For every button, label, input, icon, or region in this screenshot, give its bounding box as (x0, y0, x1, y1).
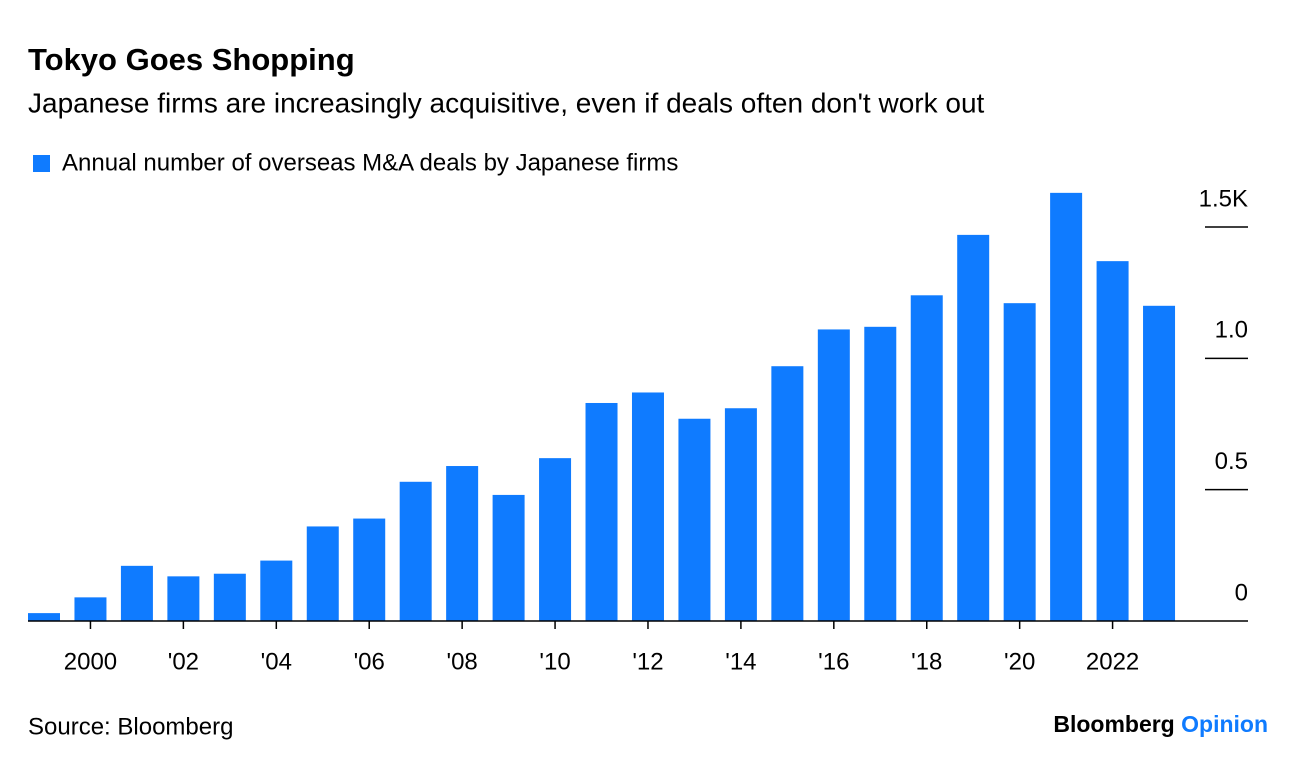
bar (771, 366, 804, 621)
bar (28, 613, 60, 621)
bar (1143, 305, 1176, 621)
x-tick-label: '06 (354, 648, 385, 675)
bar (446, 466, 479, 621)
bar (957, 234, 990, 621)
chart-title: Tokyo Goes Shopping (28, 42, 355, 77)
bar (120, 565, 153, 621)
brand-suffix: Opinion (1181, 711, 1268, 737)
x-tick-label: 2022 (1086, 648, 1139, 675)
x-tick-label: '20 (1004, 648, 1035, 675)
x-tick-label: '12 (632, 648, 663, 675)
x-tick-label: '18 (911, 648, 942, 675)
x-tick-label: '08 (446, 648, 477, 675)
y-tick-label: 0.5 (1215, 448, 1248, 475)
bar (213, 573, 246, 621)
y-tick-label: 1.0 (1215, 317, 1248, 344)
legend-label: Annual number of overseas M&A deals by J… (62, 149, 678, 176)
bar (399, 481, 432, 621)
x-tick-label: '16 (818, 648, 849, 675)
bar (260, 560, 293, 621)
chart-subtitle: Japanese firms are increasingly acquisit… (28, 87, 985, 118)
y-tick-label: 0 (1235, 579, 1248, 606)
bar (1050, 192, 1083, 621)
bar (306, 526, 339, 621)
x-tick-label: 2000 (64, 648, 117, 675)
bar (678, 418, 711, 621)
bar (1003, 303, 1036, 621)
bar (353, 518, 386, 621)
bar (864, 326, 897, 621)
x-tick-label: '14 (725, 648, 756, 675)
bar (492, 494, 525, 621)
bar (74, 597, 107, 621)
legend-swatch (33, 155, 50, 172)
bar (724, 408, 757, 621)
bar (539, 458, 572, 621)
brand: Bloomberg Opinion (1053, 711, 1268, 737)
bar (167, 576, 200, 621)
x-tick-label: '10 (539, 648, 570, 675)
source: Source: Bloomberg (28, 713, 233, 740)
y-tick-label: 1.5K (1199, 185, 1248, 212)
bar (585, 402, 618, 621)
brand-name: Bloomberg (1053, 711, 1174, 737)
bar (631, 392, 664, 621)
bar (910, 295, 943, 621)
bar (1096, 261, 1129, 621)
bar (817, 329, 850, 621)
x-tick-label: '02 (168, 648, 199, 675)
x-tick-label: '04 (261, 648, 292, 675)
